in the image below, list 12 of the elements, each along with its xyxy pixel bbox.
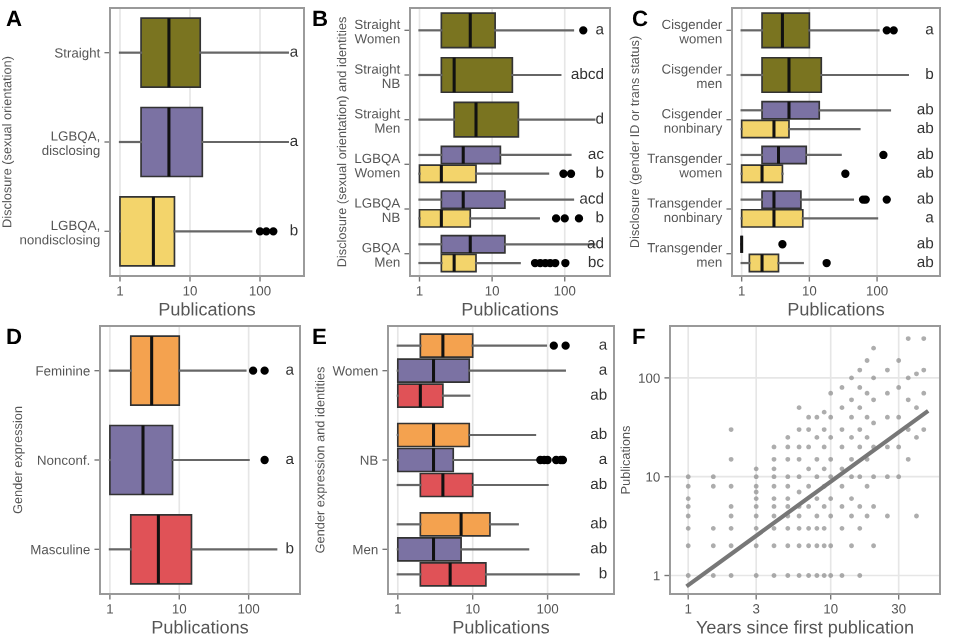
chart-title: D bbox=[7, 328, 22, 345]
x-axis-title: Publications bbox=[152, 620, 249, 634]
x-axis-title: Publications bbox=[462, 302, 559, 316]
chart-title: F bbox=[633, 328, 645, 345]
x-axis-title: Years since first publication bbox=[696, 620, 913, 638]
x-axis-title: Publications bbox=[788, 302, 885, 316]
chart-title: E bbox=[313, 328, 326, 345]
chart-title: A bbox=[6, 10, 22, 27]
x-axis-title: Publications bbox=[159, 302, 256, 316]
chart-title: B bbox=[313, 10, 328, 27]
chart-title: C bbox=[632, 10, 648, 27]
x-axis-title: Publications bbox=[453, 620, 550, 634]
